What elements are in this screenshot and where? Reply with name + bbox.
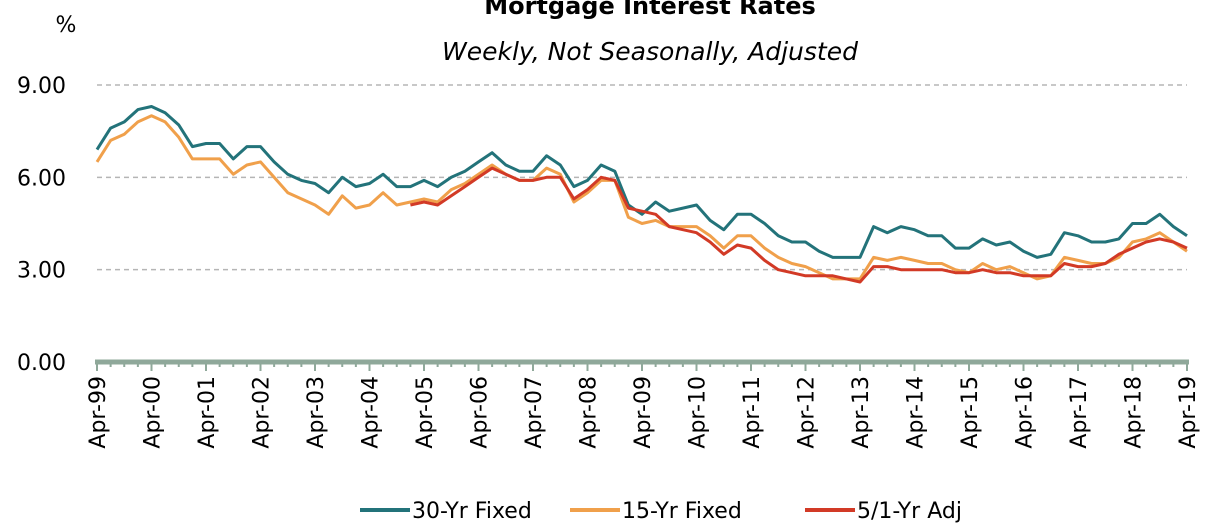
x-tick-label: Apr-99 xyxy=(86,376,111,449)
legend-label: 5/1-Yr Adj xyxy=(857,499,962,524)
y-tick-label: 6.00 xyxy=(17,166,66,191)
x-tick-label: Apr-02 xyxy=(250,376,275,449)
x-tick-label: Apr-13 xyxy=(849,376,874,449)
x-tick-label: Apr-09 xyxy=(631,376,656,449)
x-tick-label: Apr-04 xyxy=(359,376,384,449)
x-tick-label: Apr-12 xyxy=(795,376,820,449)
x-tick-label: Apr-08 xyxy=(577,376,602,449)
x-tick-label: Apr-18 xyxy=(1122,376,1147,449)
x-tick-label: Apr-06 xyxy=(468,376,493,449)
y-tick-label: 3.00 xyxy=(17,259,66,284)
x-tick-label: Apr-00 xyxy=(141,376,166,449)
series-line xyxy=(410,166,1188,284)
x-tick-label: Apr-14 xyxy=(904,376,929,449)
legend-label: 30-Yr Fixed xyxy=(412,499,532,524)
x-tick-label: Apr-16 xyxy=(1013,376,1038,449)
x-tick-label: Apr-17 xyxy=(1067,376,1092,449)
x-tick-label: Apr-10 xyxy=(686,376,711,449)
x-tick-label: Apr-07 xyxy=(522,376,547,449)
x-tick-label: Apr-11 xyxy=(740,376,765,449)
chart-title: Mortgage Interest Rates xyxy=(484,0,816,20)
x-tick-label: Apr-05 xyxy=(413,376,438,449)
series-line xyxy=(95,105,1188,259)
legend-label: 15-Yr Fixed xyxy=(622,499,742,524)
x-tick-label: Apr-03 xyxy=(304,376,329,449)
y-tick-label: 9.00 xyxy=(17,74,66,99)
y-tick-label: 0.00 xyxy=(17,351,66,376)
x-tick-label: Apr-15 xyxy=(958,376,983,449)
x-tick-label: Apr-19 xyxy=(1176,376,1201,449)
chart-subtitle: Weekly, Not Seasonally, Adjusted xyxy=(442,37,858,66)
x-tick-label: Apr-01 xyxy=(195,376,220,449)
series-line xyxy=(95,114,1188,281)
y-axis-label: % xyxy=(56,13,77,38)
